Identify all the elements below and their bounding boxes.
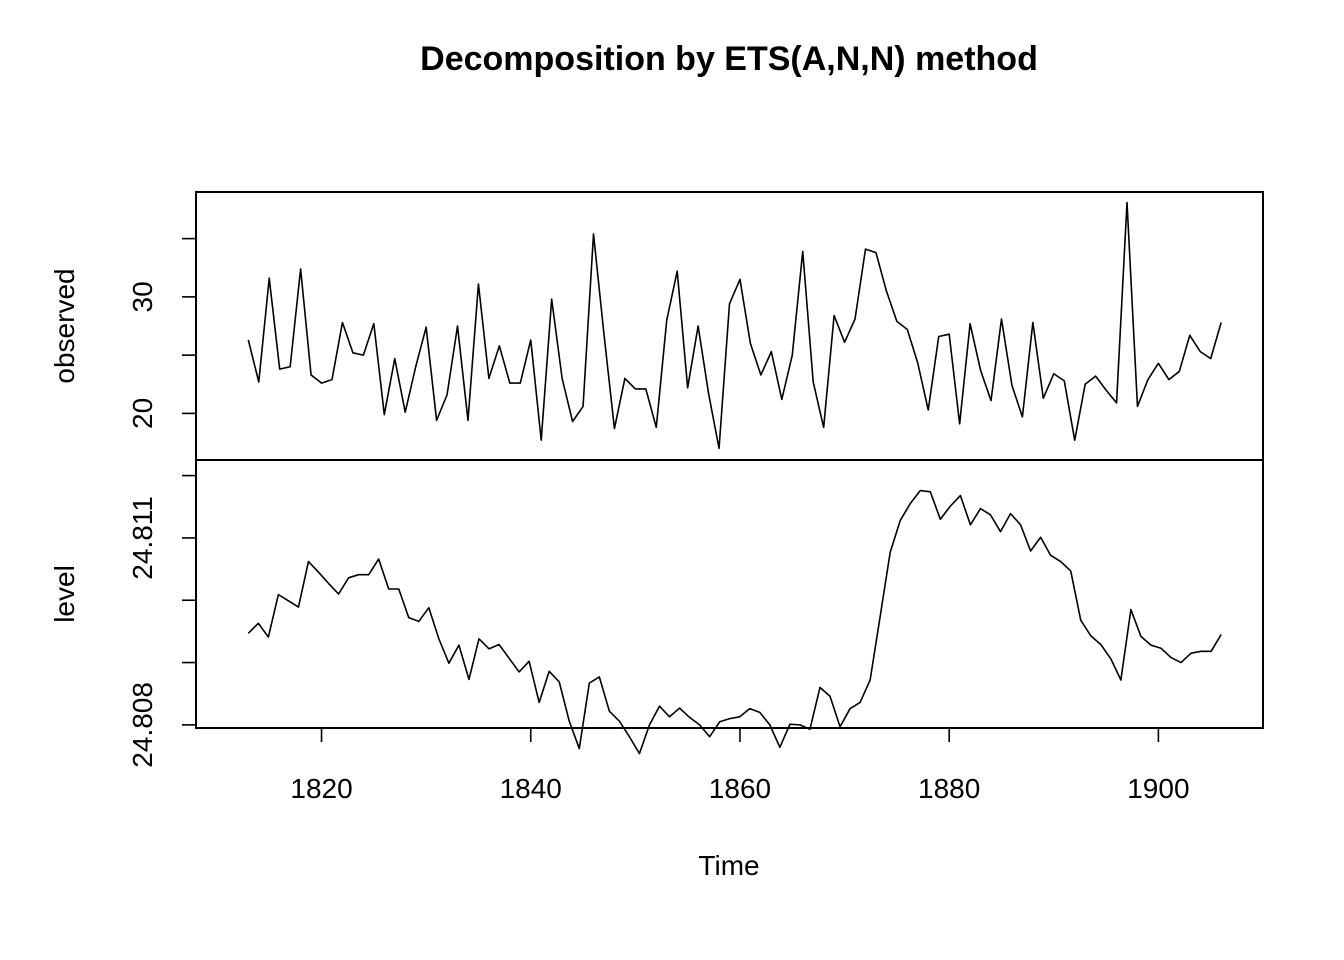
x-tick-label: 1860: [709, 773, 771, 804]
level-y-tick-label: 24.808: [127, 682, 158, 768]
observed-panel-ylabel: observed: [49, 268, 80, 383]
level-line: [247, 489, 1222, 755]
observed-panel-frame: [195, 191, 1264, 461]
observed-y-tick-label: 20: [127, 398, 158, 429]
level-panel-frame: [195, 459, 1264, 729]
x-tick-label: 1840: [500, 773, 562, 804]
x-axis: 1820 1840 1860 1880 1900: [290, 727, 1190, 804]
observed-y-tick-label: 30: [127, 281, 158, 312]
level-y-axis: 24.808 24.811: [127, 474, 196, 768]
level-series: [247, 489, 1222, 755]
level-panel-ylabel: level: [49, 565, 80, 623]
level-y-tick-label: 24.811: [127, 496, 158, 580]
chart-title: Decomposition by ETS(A,N,N) method: [420, 40, 1038, 78]
observed-line: [247, 201, 1222, 450]
x-tick-label: 1820: [290, 773, 352, 804]
x-tick-label: 1880: [918, 773, 980, 804]
x-axis-title: Time: [698, 850, 759, 881]
x-tick-label: 1900: [1127, 773, 1189, 804]
observed-series: [247, 201, 1222, 450]
